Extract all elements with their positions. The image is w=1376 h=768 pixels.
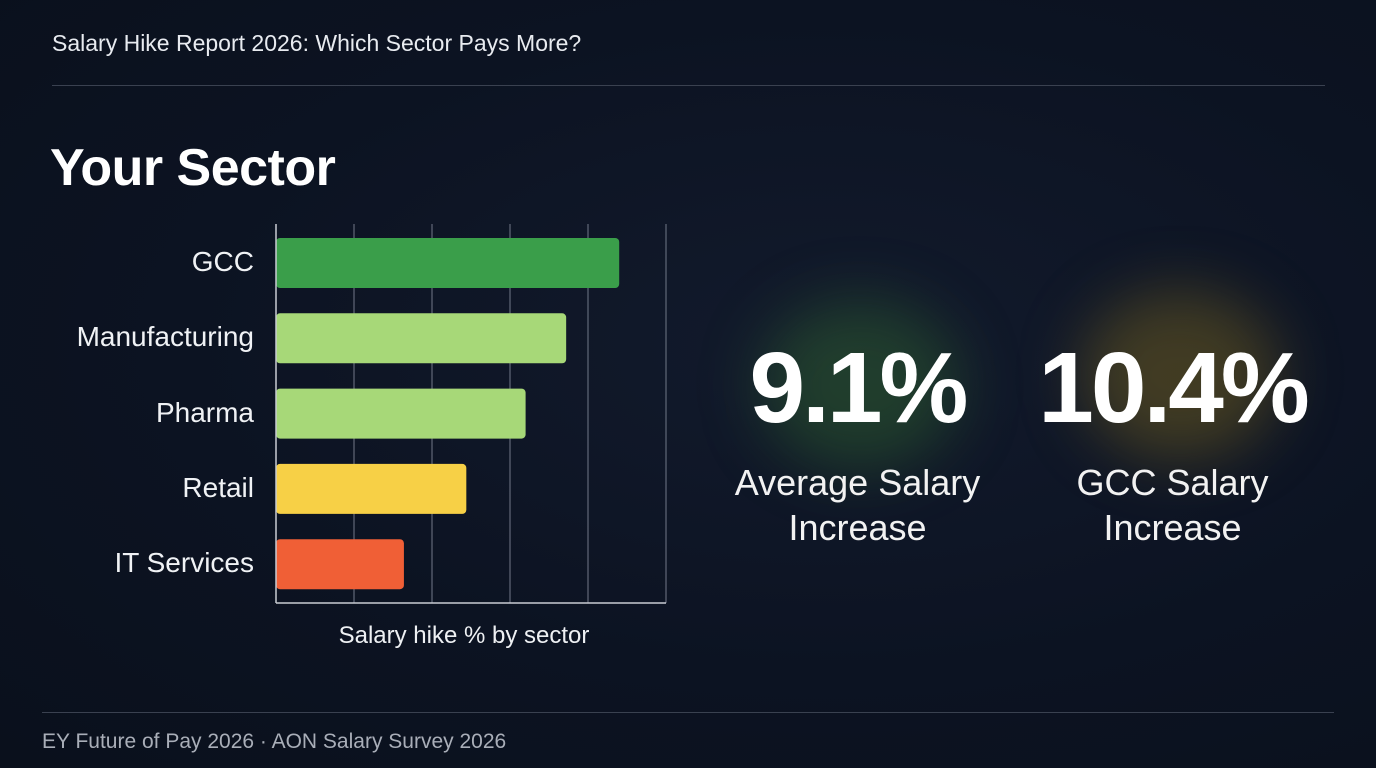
stat-glow-green bbox=[760, 300, 960, 470]
header-divider bbox=[52, 85, 1325, 86]
footer-divider bbox=[42, 712, 1334, 713]
source-note: EY Future of Pay 2026 · AON Salary Surve… bbox=[42, 730, 507, 753]
category-label: Pharma bbox=[155, 396, 254, 428]
bar-it-services bbox=[276, 539, 404, 590]
x-axis-label: Salary hike % by sector bbox=[338, 622, 590, 649]
stat-label: Average Salary bbox=[734, 462, 981, 503]
category-label: IT Services bbox=[114, 547, 254, 579]
bar-gcc bbox=[276, 238, 620, 288]
stat-gcc: 10.4% GCC Salary Increase bbox=[1020, 338, 1325, 550]
stat-label: GCC Salary bbox=[1076, 462, 1269, 503]
stat-average: 9.1% Average Salary Increase bbox=[700, 338, 1015, 550]
bar-manufacturing bbox=[276, 313, 567, 364]
stat-label: Increase bbox=[1103, 507, 1242, 548]
category-label: Manufacturing bbox=[76, 321, 254, 353]
category-label: GCC bbox=[191, 246, 254, 277]
report-title: Salary Hike Report 2026: Which Sector Pa… bbox=[52, 30, 582, 56]
bar-pharma bbox=[276, 388, 526, 439]
stat-glow-gold bbox=[1080, 290, 1280, 460]
bar-retail bbox=[276, 463, 467, 514]
stat-value: 10.4% bbox=[1038, 332, 1310, 444]
stat-label: Increase bbox=[788, 507, 927, 548]
stat-value: 9.1% bbox=[749, 332, 969, 444]
category-label: Retail bbox=[182, 471, 254, 503]
section-heading: Your Sector bbox=[50, 139, 336, 197]
